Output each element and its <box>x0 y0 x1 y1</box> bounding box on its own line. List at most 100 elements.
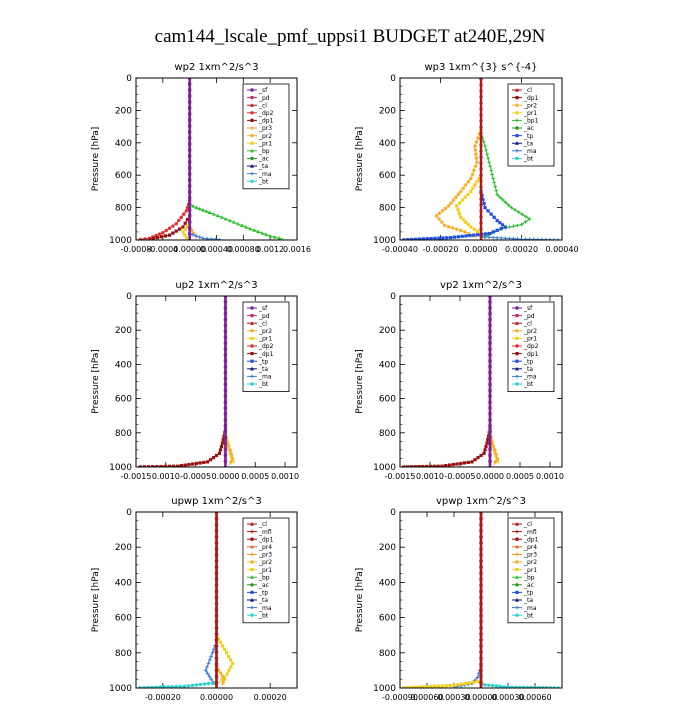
series-point <box>146 465 151 467</box>
legend-entry: _sf <box>258 87 268 94</box>
x-tick-label: 0.00040 <box>200 245 233 254</box>
series-point <box>473 183 477 187</box>
series-point <box>194 234 199 238</box>
x-tick-label: -0.0004 <box>147 245 178 254</box>
legend-entry: _tp <box>523 133 533 140</box>
series-point <box>164 228 168 233</box>
series-point <box>471 186 475 190</box>
series-point <box>214 661 219 666</box>
y-tick-label: 800 <box>115 204 132 214</box>
series-point <box>446 204 451 208</box>
legend-marker <box>515 111 519 115</box>
series-point <box>510 685 514 688</box>
series-point <box>459 461 463 466</box>
x-tick-label: 0.00040 <box>545 245 578 254</box>
series-point <box>138 465 142 467</box>
series-point <box>469 225 473 229</box>
series-point <box>479 184 483 188</box>
legend-marker <box>250 352 254 356</box>
series-point <box>479 522 483 526</box>
series-point <box>495 192 499 197</box>
legend-entry: _bt <box>523 381 534 388</box>
series-group <box>400 296 500 467</box>
legend-entry: _tp <box>258 590 268 597</box>
series-point <box>170 684 174 688</box>
legend-entry: _ma <box>523 148 537 155</box>
chart-title: wp3 1xm^{3} s^{-4} <box>424 62 537 73</box>
series-point <box>479 667 483 672</box>
series-point <box>495 218 499 223</box>
series-point <box>225 438 229 442</box>
series-point <box>489 168 493 173</box>
series-point <box>499 236 504 240</box>
legend-entry: _dp1 <box>523 95 539 102</box>
series-point <box>239 223 244 228</box>
legend-entry: _pr2 <box>523 328 537 335</box>
series-point <box>161 231 165 235</box>
series-point <box>187 100 192 104</box>
series-point <box>211 455 216 460</box>
legend: _cl_mfl_dp1_pr4_pr3_pr2_pr1_bp_ac_tp_ta_… <box>507 517 555 624</box>
series-point <box>223 453 228 457</box>
x-tick-label: 0.0000 <box>211 472 239 481</box>
series-point <box>488 429 492 434</box>
legend-marker <box>250 171 254 176</box>
series-point <box>155 464 159 467</box>
y-tick-label: 800 <box>379 204 396 214</box>
series-point <box>181 225 185 229</box>
series-point <box>531 237 536 240</box>
series-point <box>464 183 468 187</box>
series-point <box>222 677 227 681</box>
legend-marker <box>250 141 254 145</box>
x-tick-label: -0.0015 <box>121 472 152 481</box>
series-point <box>436 684 441 688</box>
series-point <box>159 235 164 239</box>
legend-entry: _ac <box>523 582 534 589</box>
x-tick-label: -0.00020 <box>145 693 181 700</box>
series-point <box>471 680 475 684</box>
series-point <box>223 459 228 463</box>
series-point <box>481 139 486 144</box>
x-tick-label: -0.0005 <box>180 472 211 481</box>
series-point <box>402 465 406 467</box>
series-point <box>488 323 492 328</box>
series-point <box>488 347 492 351</box>
series-point <box>217 451 222 455</box>
y-tick-label: 400 <box>115 360 132 370</box>
legend: _cl_mfl_dp1_pr4_pr3_pr2_pr1_bp_ac_tp_ta_… <box>242 517 290 624</box>
series-point <box>457 211 461 216</box>
series-point <box>223 441 228 446</box>
legend-marker <box>250 382 254 386</box>
legend-entry: _pr2 <box>258 133 272 140</box>
legend-marker <box>515 366 519 371</box>
series-point <box>479 631 483 635</box>
series-point <box>225 672 229 676</box>
series-point <box>187 118 192 122</box>
series-point <box>181 230 185 234</box>
series-point <box>157 232 162 236</box>
series-point <box>142 465 146 467</box>
series-point <box>194 205 199 210</box>
legend-box <box>242 83 290 190</box>
series-point <box>214 607 219 611</box>
legend-entry: _dp1 <box>258 536 274 543</box>
series-point <box>476 136 480 140</box>
y-tick-label: 0 <box>126 508 132 518</box>
x-tick-label: 0.00020 <box>254 693 287 700</box>
series-point <box>469 176 473 181</box>
series-point <box>479 142 483 146</box>
legend-marker <box>515 374 519 379</box>
legend-marker <box>250 103 254 107</box>
legend-entry: _ta <box>258 163 268 170</box>
series-point <box>488 335 492 339</box>
legend-marker <box>515 141 519 145</box>
series-point <box>425 685 429 688</box>
series-point <box>417 237 422 240</box>
series-point <box>220 678 224 682</box>
legend-marker <box>250 321 254 325</box>
series-point <box>223 347 228 351</box>
series-point <box>450 226 455 230</box>
legend-entry: _ta <box>523 366 533 373</box>
series-point <box>406 686 410 688</box>
series-point <box>494 188 498 193</box>
